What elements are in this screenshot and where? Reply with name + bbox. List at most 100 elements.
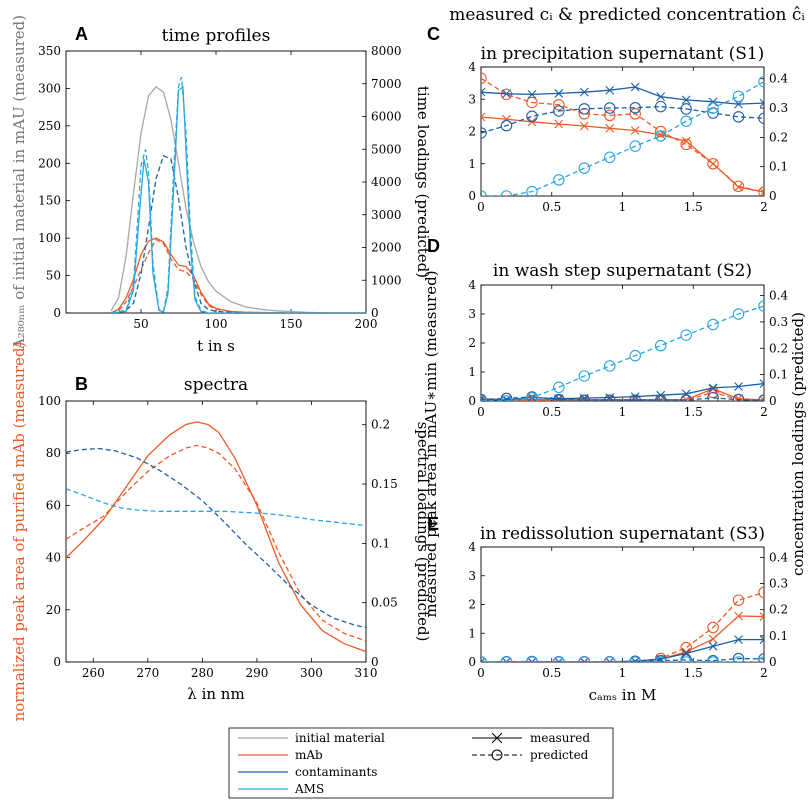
y-right-tick-label: 0.15 xyxy=(371,477,398,491)
series-group-d xyxy=(481,300,764,401)
panel-letter-e: E xyxy=(427,514,439,534)
x-tick-label: 2 xyxy=(760,405,768,419)
data-point-mab-measured xyxy=(502,114,511,124)
series-line-contaminants-measured xyxy=(481,638,764,662)
data-point-ams-predicted xyxy=(654,130,667,142)
x-tick-label: 0 xyxy=(477,200,485,214)
y-right-tick-label: 0.2 xyxy=(371,418,390,432)
data-point-ams-predicted xyxy=(707,102,719,114)
y-right-tick-label: 0.4 xyxy=(769,72,788,86)
data-point-mab-measured xyxy=(759,612,764,621)
y-left-tick-label: 2 xyxy=(468,125,476,139)
legend-label-initial: initial material xyxy=(295,731,385,745)
series-line-mab-measured xyxy=(110,237,366,313)
x-tick-label: 300 xyxy=(300,666,323,680)
y-left-tick-label: 350 xyxy=(38,44,61,58)
x-axis-label-b: λ in nm xyxy=(187,685,244,703)
data-point-ams-predicted xyxy=(732,308,745,320)
data-point-mab-measured xyxy=(554,119,564,129)
y-right-tick-label: 0.2 xyxy=(769,341,788,355)
data-point-contaminants-measured xyxy=(481,657,486,662)
x-tick-label: 310 xyxy=(355,666,378,680)
data-point-ams-predicted xyxy=(758,75,764,88)
y-left-tick-label: 200 xyxy=(38,156,61,170)
y-right-tick-label: 0.1 xyxy=(769,629,788,643)
data-point-mab-measured xyxy=(759,395,764,401)
data-point-mab-predicted xyxy=(654,125,667,138)
data-point-ams-predicted xyxy=(604,656,616,662)
data-point-mab-predicted xyxy=(481,72,487,85)
y-right-tick-label: 4000 xyxy=(371,175,402,189)
y-right-tick-label: 0.4 xyxy=(769,550,788,564)
y-right-tick-label: 0 xyxy=(371,306,379,320)
series-line-contaminants-measured xyxy=(481,86,764,105)
data-point-ams-predicted xyxy=(526,185,538,196)
y-right-tick-label: 2000 xyxy=(371,241,402,255)
data-point-ams-predicted xyxy=(680,115,692,127)
y-left-tick-label: 3 xyxy=(468,569,476,583)
data-point-contaminants-measured xyxy=(734,99,743,109)
data-point-mab-predicted xyxy=(758,186,764,196)
data-point-contaminants-predicted xyxy=(526,110,538,123)
data-point-mab-predicted xyxy=(732,594,745,606)
panel-letter-d: D xyxy=(427,236,440,256)
data-point-contaminants-measured xyxy=(759,379,764,388)
data-point-ams-predicted xyxy=(500,395,513,401)
data-point-ams-predicted xyxy=(553,174,565,186)
data-point-contaminants-measured xyxy=(734,635,743,644)
data-point-ams-predicted xyxy=(578,162,591,174)
y-left-tick-label: 0 xyxy=(53,306,61,320)
x-tick-label: 0.5 xyxy=(542,200,561,214)
data-point-contaminants-predicted xyxy=(553,393,565,401)
data-point-mab-measured xyxy=(681,136,691,146)
x-tick-label: 1 xyxy=(619,405,627,419)
data-point-mab-measured xyxy=(708,634,718,644)
header-concentration-title: measured cᵢ & predicted concentration ĉᵢ xyxy=(449,5,805,25)
y-right-tick-label: 0 xyxy=(371,655,379,669)
data-point-ams-predicted xyxy=(732,656,745,662)
y-left-tick-label: 250 xyxy=(38,119,61,133)
data-point-ams-predicted xyxy=(500,656,513,662)
data-point-contaminants-measured xyxy=(656,92,666,102)
data-point-contaminants-predicted xyxy=(758,653,764,662)
panel-letter-b: B xyxy=(75,374,88,394)
data-point-contaminants-predicted xyxy=(481,127,487,139)
data-point-contaminants-measured xyxy=(708,641,718,651)
data-point-contaminants-predicted xyxy=(553,105,565,117)
y-left-tick-label: 3 xyxy=(468,92,476,106)
data-point-ams-predicted xyxy=(578,656,591,662)
x-tick-label: 150 xyxy=(280,317,303,331)
y-right-tick-label: 1000 xyxy=(371,273,402,287)
data-point-mab-measured xyxy=(708,384,718,394)
panel-letter-a: A xyxy=(75,24,88,44)
data-point-mab-measured xyxy=(734,611,743,621)
data-point-ams-predicted xyxy=(481,656,487,662)
y-right-tick-label: 0 xyxy=(769,655,777,669)
data-point-mab-measured xyxy=(579,121,589,131)
data-point-contaminants-measured xyxy=(630,82,640,92)
y-right-tick-label: 5000 xyxy=(371,142,402,156)
x-tick-label: 0 xyxy=(477,666,485,680)
data-point-contaminants-predicted xyxy=(732,652,745,662)
data-point-ams-predicted xyxy=(553,656,565,662)
data-point-ams-predicted xyxy=(707,318,719,331)
legend-label-contaminants: contaminants xyxy=(295,765,377,779)
data-point-mab-predicted xyxy=(526,394,538,401)
series-line-contaminants-predicted xyxy=(481,396,764,401)
legend-label-mab: mAb xyxy=(295,748,323,762)
series-line-mab-measured xyxy=(66,421,366,653)
y-right-tick-label: 0 xyxy=(769,189,777,203)
legend-label-ams: AMS xyxy=(294,782,324,796)
data-point-ams-predicted xyxy=(604,151,616,164)
data-point-ams-predicted xyxy=(629,140,641,152)
series-line-contaminants-predicted xyxy=(481,105,764,134)
y-left-tick-label: 80 xyxy=(46,446,61,460)
y-left-tick-label: 4 xyxy=(468,60,476,74)
panel-title-c: in precipitation supernatant (S1) xyxy=(481,44,765,64)
y-left-tick-label: 60 xyxy=(46,498,61,512)
data-point-ams-predicted xyxy=(680,329,692,341)
x-tick-label: 2 xyxy=(760,200,768,214)
data-point-contaminants-predicted xyxy=(629,394,641,401)
